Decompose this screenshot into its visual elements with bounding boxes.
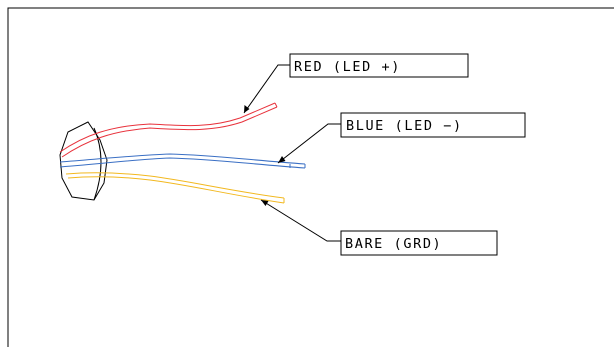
bare-label-box xyxy=(340,230,498,256)
blue-label-box xyxy=(340,112,526,138)
blue-wire xyxy=(59,153,306,169)
bare-leader-arrow xyxy=(261,200,269,206)
led-body xyxy=(59,121,108,201)
bare-label: BARE (GRD) xyxy=(345,236,442,252)
red-label-box xyxy=(289,53,469,78)
blue-leader-arrow xyxy=(278,156,286,163)
bare-callout: BARE (GRD) xyxy=(260,199,498,256)
red-leader-arrow xyxy=(244,105,250,113)
blue-callout: BLUE (LED −) xyxy=(277,112,526,164)
red-leader-line xyxy=(243,64,290,114)
red-callout: RED (LED +) xyxy=(243,53,469,114)
blue-leader-line xyxy=(277,123,341,164)
red-wire xyxy=(59,102,278,158)
bare-leader-line xyxy=(260,199,341,242)
red-label: RED (LED +) xyxy=(294,59,401,75)
bare-wire xyxy=(65,172,285,204)
drawing-frame xyxy=(7,7,614,347)
blue-label: BLUE (LED −) xyxy=(346,118,463,134)
